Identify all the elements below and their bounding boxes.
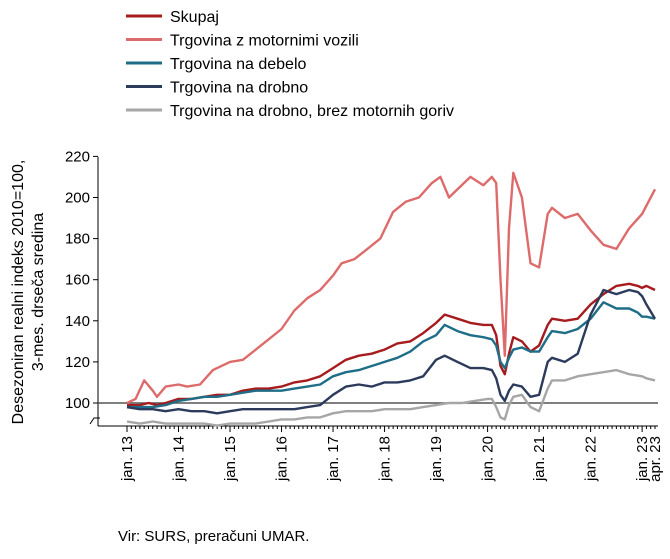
x-tick-label: jan. 19 bbox=[428, 436, 445, 482]
y-axis: 100 120 140 160 180 200 220 bbox=[65, 148, 100, 426]
y-tick-label: 200 bbox=[65, 190, 90, 207]
legend: Skupaj Trgovina z motornimi vozili Trgovin… bbox=[126, 9, 454, 120]
x-tick-label: jan. 23 bbox=[634, 436, 651, 482]
y-tick-label: 120 bbox=[65, 354, 90, 371]
series-line bbox=[127, 282, 656, 407]
legend-label: Trgovina na drobno, brez motornih goriv bbox=[170, 103, 454, 120]
legend-label: Trgovina na drobno bbox=[170, 80, 308, 97]
x-tick-label: jan. 14 bbox=[171, 436, 188, 482]
y-tick-label: 220 bbox=[65, 148, 90, 165]
series-line bbox=[127, 301, 656, 409]
x-tick-label: jan. 21 bbox=[531, 436, 548, 482]
series-line bbox=[126, 368, 656, 427]
x-tick-label: jan. 17 bbox=[325, 436, 342, 482]
legend-label: Skupaj bbox=[170, 9, 219, 26]
series-line bbox=[126, 171, 657, 405]
y-axis-label: Desezoniran realni indeks 2010=100, 3-mes… bbox=[10, 160, 47, 425]
x-axis: jan. 13 jan. 14 jan. 15 jan. 16 jan. 17 jan. … bbox=[98, 402, 664, 482]
x-tick-label: jan. 18 bbox=[377, 436, 394, 482]
y-tick-label: 180 bbox=[65, 231, 90, 248]
y-tick-label: 100 bbox=[65, 395, 90, 412]
x-tick-label: jan. 22 bbox=[583, 436, 600, 482]
y-axis-label-line: 3-mes. drseča sredina bbox=[30, 213, 47, 371]
legend-label: Trgovina na debelo bbox=[170, 56, 306, 73]
x-tick-label: apr. 23 bbox=[647, 436, 664, 482]
y-tick-label: 140 bbox=[65, 313, 90, 330]
y-tick-label: 160 bbox=[65, 272, 90, 289]
series-line bbox=[126, 288, 657, 415]
series-lines bbox=[126, 171, 657, 427]
x-tick-label: jan. 13 bbox=[119, 436, 136, 482]
x-tick-label: jan. 16 bbox=[274, 436, 291, 482]
x-tick-label: jan. 15 bbox=[222, 436, 239, 482]
x-tick-label: jan. 20 bbox=[480, 436, 497, 482]
y-axis-label-line: Desezoniran realni indeks 2010=100, bbox=[10, 160, 27, 425]
source-note: Vir: SURS, preračuni UMAR. bbox=[118, 528, 310, 545]
legend-label: Trgovina z motornimi vozili bbox=[170, 33, 359, 50]
axis-break-mark bbox=[89, 417, 100, 425]
